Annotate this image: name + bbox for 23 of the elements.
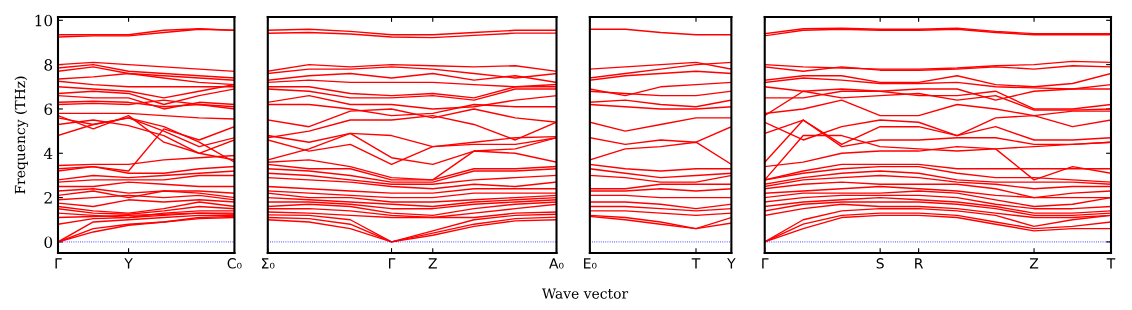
x-tick-label: S xyxy=(876,258,884,269)
x-axis-title: Wave vector xyxy=(541,288,629,299)
x-tick-label: Y xyxy=(124,258,133,269)
x-tick-label: Σ₀ xyxy=(261,258,275,269)
x-tick-label: Y xyxy=(727,258,736,269)
x-tick-label: T xyxy=(1106,258,1116,269)
x-tick-label: Z xyxy=(428,258,437,269)
y-tick-label: 6 xyxy=(44,103,53,115)
y-tick-label: 8 xyxy=(44,59,53,71)
y-tick-label: 4 xyxy=(43,147,53,160)
x-tick-label: T xyxy=(691,258,701,269)
y-axis-title: Frequency (THz) xyxy=(14,76,29,194)
y-tick-label: 10 xyxy=(35,14,53,27)
x-tick-label: Γ xyxy=(55,258,62,269)
x-tick-label: R xyxy=(915,258,924,269)
x-tick-label: E₀ xyxy=(584,258,597,269)
y-tick-label: 0 xyxy=(44,236,53,248)
x-tick-label: C₀ xyxy=(227,258,242,269)
x-tick-label: Γ xyxy=(762,258,769,269)
y-tick-label: 2 xyxy=(44,192,52,204)
x-tick-label: A₀ xyxy=(549,258,564,269)
x-tick-label: Z xyxy=(1029,258,1039,269)
x-tick-label: Γ xyxy=(389,258,396,269)
